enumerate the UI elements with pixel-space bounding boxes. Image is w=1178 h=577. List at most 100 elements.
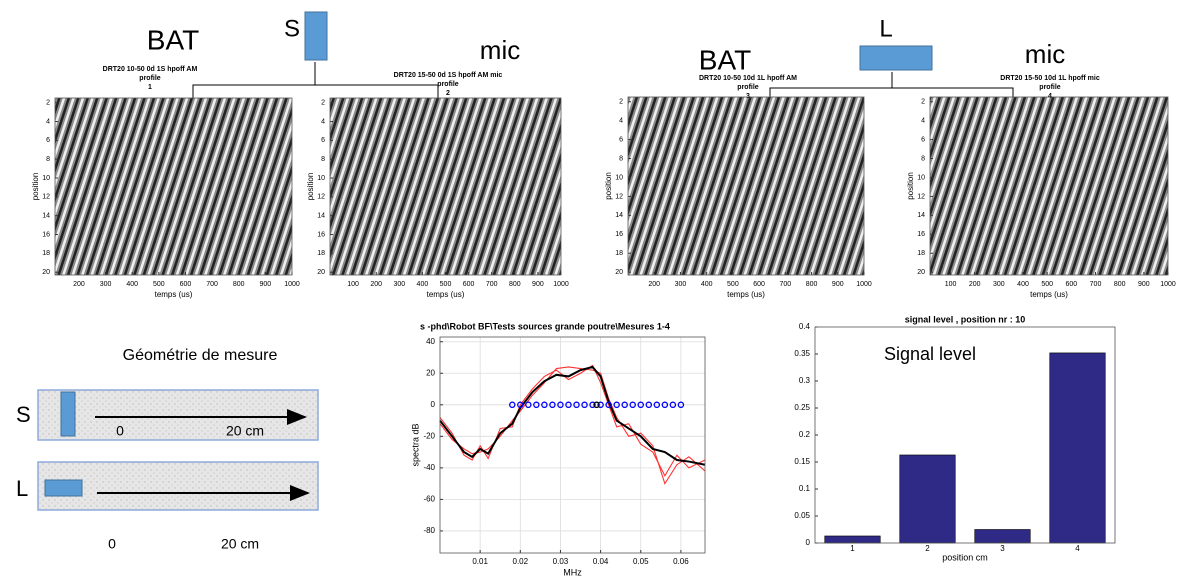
y-tick-label: 6: [619, 136, 623, 143]
point: [669, 401, 677, 409]
x-tick-label: 300: [393, 281, 405, 288]
x-tick-label: 400: [701, 281, 713, 288]
image-plot: [628, 97, 864, 275]
plot-area: [440, 337, 705, 553]
y-tick-label: 0.1: [799, 484, 811, 493]
chart-title: DRT20 10-50 10d 1L hpoff AM: [699, 75, 797, 82]
y-tick-label: 16: [42, 231, 50, 238]
y-tick-label: 12: [317, 194, 325, 201]
y-tick-label: 12: [917, 193, 925, 200]
point: [581, 401, 588, 409]
x-tick-label: 200: [370, 281, 382, 288]
x-axis-label: position cm: [942, 552, 988, 562]
label-mic: mic: [1025, 39, 1065, 69]
chart-title: profile: [437, 81, 458, 88]
x-tick-label: 700: [779, 281, 791, 288]
chart-title: 4: [1048, 93, 1052, 100]
label-source: L: [879, 15, 892, 42]
label-bat: BAT: [147, 24, 199, 55]
y-tick-label: 0.25: [794, 403, 810, 412]
y-tick-label: 20: [615, 269, 623, 276]
x-tick-label: 600: [1066, 281, 1078, 288]
source-l: [859, 45, 933, 71]
point: [525, 401, 532, 409]
x-tick-label: 600: [463, 281, 475, 288]
x-tick-label: 600: [753, 281, 765, 288]
annotation: Signal level: [884, 344, 976, 364]
y-tick-label: 6: [921, 136, 925, 143]
y-tick-label: 0: [806, 538, 811, 547]
chart-title: DRT20 15-50 0d 1S hpoff AM mic: [394, 72, 503, 79]
plot-frame: [439, 336, 706, 554]
x-tick-label: 100: [347, 281, 359, 288]
y-tick-label: 0: [431, 400, 436, 409]
point: [621, 401, 628, 409]
x-tick-label: 200: [648, 281, 660, 288]
y-tick-label: 18: [317, 250, 325, 257]
line-series: [439, 364, 706, 477]
bar: [899, 454, 956, 544]
y-tick-label: 4: [46, 118, 50, 125]
y-tick-label: 4: [321, 118, 325, 125]
chart-title: 3: [746, 93, 750, 100]
y-axis-label: position: [306, 173, 315, 201]
x-tick-label: 800: [233, 281, 245, 288]
x-tick-label: 0.04: [593, 557, 609, 566]
y-axis-label: position: [604, 172, 613, 200]
y-tick-label: 0.3: [799, 376, 811, 385]
point: [557, 401, 564, 409]
row-label: S: [16, 402, 31, 427]
y-tick-label: 40: [426, 337, 435, 346]
y-tick-label: 16: [615, 231, 623, 238]
point: [661, 401, 669, 409]
geometry-title: Géométrie de mesure: [123, 347, 278, 364]
x-tick-label: 0.01: [472, 557, 488, 566]
y-tick-label: -80: [423, 526, 435, 535]
point: [509, 401, 516, 409]
x-tick-label: 900: [832, 281, 844, 288]
y-tick-label: 12: [615, 193, 623, 200]
y-tick-label: 8: [46, 156, 50, 163]
y-tick-label: 8: [921, 155, 925, 162]
x-tick-label: 800: [1114, 281, 1126, 288]
x-axis-label: temps (us): [1030, 290, 1068, 299]
y-tick-label: 16: [317, 231, 325, 238]
y-tick-label: 10: [615, 174, 623, 181]
point: [629, 401, 636, 409]
point: [589, 401, 596, 409]
point: [637, 401, 645, 409]
x-tick-label: 4: [1075, 544, 1080, 553]
y-tick-label: 14: [317, 213, 325, 220]
chart-title: profile: [139, 75, 160, 82]
plot-frame: [814, 326, 1116, 544]
y-tick-label: 0.2: [799, 430, 811, 439]
x-tick-label: 1000: [284, 281, 300, 288]
y-tick-label: 16: [917, 231, 925, 238]
x-tick-label: 400: [1017, 281, 1029, 288]
y-tick-label: 20: [917, 269, 925, 276]
y-tick-label: 14: [42, 213, 50, 220]
x-tick-label: 0.03: [553, 557, 569, 566]
y-tick-label: 18: [615, 250, 623, 257]
point: [517, 401, 524, 409]
y-tick-label: 0.05: [794, 511, 810, 520]
x-tick-label: 500: [153, 281, 165, 288]
x-tick-label: 1000: [553, 281, 569, 288]
y-axis-label: position: [906, 172, 915, 200]
image-plot: [55, 98, 292, 275]
point: [573, 401, 580, 409]
point: [653, 401, 661, 409]
y-tick-label: 10: [317, 175, 325, 182]
source-s: [304, 11, 328, 61]
chart-title: profile: [737, 84, 758, 91]
x-tick-label: 800: [806, 281, 818, 288]
image-plot: [930, 97, 1168, 275]
y-tick-label: 2: [619, 99, 623, 106]
x-tick-label: 3: [1000, 544, 1005, 553]
plot-frame: [627, 96, 865, 276]
x-axis-label: temps (us): [155, 290, 193, 299]
x-tick-label: 1: [850, 544, 855, 553]
x-tick-label: 700: [1090, 281, 1102, 288]
y-tick-label: 14: [615, 212, 623, 219]
